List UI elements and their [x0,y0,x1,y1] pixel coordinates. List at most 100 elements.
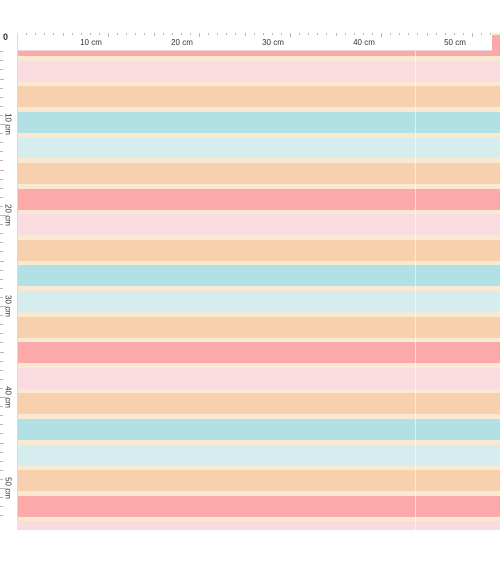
top-ruler-tick [171,33,173,35]
side-ruler-tick [0,160,3,162]
stripe-teal [17,111,500,133]
stripe-peach [17,316,500,338]
top-ruler-tick [62,33,64,36]
top-ruler-tick [472,33,473,37]
top-ruler-label-50: 50 cm [444,38,466,47]
side-ruler-tick [0,260,4,262]
side-ruler-tick [0,87,3,89]
stripe-pink [17,60,500,82]
side-ruler-tick [0,442,4,444]
ruler-origin-label: 0 [3,32,9,42]
stripe-aqua [17,137,500,159]
side-ruler-tick [0,478,3,480]
side-ruler-tick [0,488,6,489]
top-ruler-tick [80,33,82,35]
side-ruler-tick [0,78,4,80]
stripe-pink [17,367,500,389]
side-ruler-tick [0,124,6,125]
side-ruler-tick [0,351,4,353]
ruler-origin: 0 [0,33,17,50]
top-ruler-tick [108,33,109,37]
top-ruler-tick [135,33,137,35]
top-ruler-tick [126,33,128,35]
top-ruler-tick [98,33,100,35]
side-ruler-tick [0,387,3,389]
top-ruler-tick [199,33,200,37]
stripe-coral [17,188,500,210]
top-ruler-tick [144,33,146,35]
top-ruler-tick [217,33,219,35]
side-ruler-tick [0,224,3,226]
side-ruler-tick [0,278,3,280]
side-ruler-tick [0,306,6,307]
top-ruler-tick [244,33,246,36]
top-ruler-tick [53,33,55,35]
top-ruler-tick [371,33,373,35]
repeat-guide-line [415,33,416,530]
side-ruler-tick [0,69,3,71]
top-ruler-tick [71,33,73,35]
side-ruler-tick [0,187,3,189]
side-ruler-tick [0,133,3,135]
side-ruler-tick [0,105,3,107]
side-ruler-tick [0,333,3,335]
side-ruler-tick [0,515,3,517]
side-ruler-tick [0,96,3,98]
top-ruler-label-40: 40 cm [353,38,375,47]
striped-fabric-swatch [17,33,500,530]
top-ruler-tick [490,33,492,35]
side-ruler: 10 cm 20 cm 30 cm 40 cm 50 cm [0,33,18,521]
stripe-peach [17,163,500,184]
top-ruler-label-10: 10 cm [80,38,102,47]
top-ruler-tick [308,33,310,35]
side-ruler-tick [0,60,3,62]
side-ruler-tick [0,296,3,298]
side-ruler-tick [0,424,3,426]
top-ruler-tick [335,33,337,36]
top-ruler-tick [481,33,483,35]
top-ruler-tick [381,33,382,37]
side-ruler-tick [0,142,3,144]
stripe-aqua [17,444,500,466]
top-ruler-tick [280,33,282,35]
top-ruler-tick [271,33,273,35]
side-ruler-tick [0,369,3,371]
top-ruler-tick [426,33,428,36]
top-ruler-tick [226,33,228,35]
side-ruler-tick [0,315,3,317]
top-ruler-tick [153,33,155,36]
top-ruler-tick [180,33,182,35]
side-ruler-tick [0,324,3,326]
stripe-pink [17,521,500,530]
top-ruler-tick [317,33,319,35]
top-ruler-tick [44,33,46,35]
top-ruler-tick [444,33,446,35]
side-ruler-tick [0,269,3,271]
stripe-coral [17,495,500,517]
side-ruler-tick [0,342,3,344]
top-ruler-tick [390,33,392,35]
side-ruler-tick [0,433,3,435]
side-ruler-tick [0,242,3,244]
top-ruler-tick [453,33,455,35]
side-ruler-tick [0,451,3,453]
top-ruler: 10 cm 20 cm 30 cm 40 cm 50 cm [17,33,492,51]
side-ruler-tick [0,205,3,207]
top-ruler-tick [117,33,119,35]
side-ruler-tick [0,215,6,216]
top-ruler-tick [299,33,301,35]
stripe-peach [17,239,500,261]
top-ruler-tick [362,33,364,35]
top-ruler-tick [208,33,210,35]
top-ruler-tick [344,33,346,35]
stripe-aqua [17,291,500,312]
top-ruler-tick [162,33,164,35]
top-ruler-tick [26,33,28,35]
side-ruler-tick [0,406,3,408]
side-ruler-tick [0,287,3,289]
top-ruler-label-30: 30 cm [262,38,284,47]
side-ruler-tick [0,233,3,235]
side-ruler-tick [0,151,3,153]
side-ruler-tick [0,460,3,462]
